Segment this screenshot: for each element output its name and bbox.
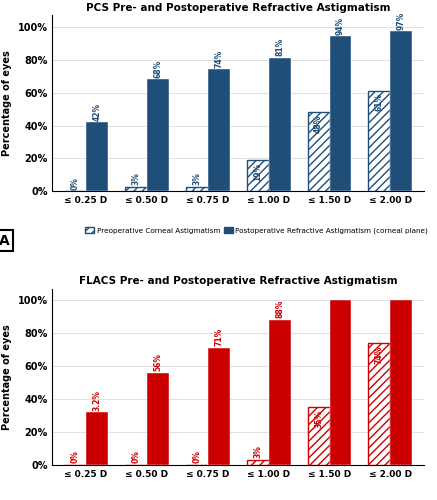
Text: 35%: 35%	[314, 410, 323, 428]
Bar	[86, 412, 108, 465]
Bar	[86, 122, 108, 192]
Text: 100%: 100%	[336, 302, 345, 326]
Bar	[390, 300, 413, 465]
Text: 0%: 0%	[192, 450, 201, 464]
Title: FLACS Pre- and Postoperative Refractive Astigmatism: FLACS Pre- and Postoperative Refractive …	[79, 276, 398, 286]
Bar	[208, 70, 229, 192]
Text: 74%: 74%	[214, 50, 223, 68]
Text: 0%: 0%	[70, 177, 80, 190]
Y-axis label: Percentage of eyes: Percentage of eyes	[2, 324, 12, 430]
Bar	[269, 58, 291, 192]
Text: 97%: 97%	[397, 12, 406, 30]
Bar	[147, 80, 169, 192]
Bar	[329, 300, 351, 465]
Text: 3%: 3%	[192, 172, 201, 185]
Y-axis label: Percentage of eyes: Percentage of eyes	[2, 50, 12, 156]
Text: 3.2%: 3.2%	[92, 390, 101, 410]
Text: 74%: 74%	[375, 346, 384, 364]
Text: 48%: 48%	[314, 115, 323, 133]
Text: 3%: 3%	[253, 446, 262, 458]
Text: 19%: 19%	[253, 162, 262, 180]
Text: 0%: 0%	[70, 450, 80, 464]
Text: 88%: 88%	[275, 300, 284, 318]
Text: 42%: 42%	[92, 102, 101, 120]
Bar	[329, 36, 351, 192]
Text: 100%: 100%	[397, 302, 406, 326]
Bar	[247, 160, 269, 192]
Legend: Preoperative Corneal Astigmatism, Postoperative Refractive Astigmatism (corneal : Preoperative Corneal Astigmatism, Postop…	[82, 224, 431, 237]
Text: 0%: 0%	[132, 450, 140, 464]
Bar	[308, 408, 329, 465]
Bar	[308, 112, 329, 192]
Bar	[186, 186, 208, 192]
Text: 94%: 94%	[336, 16, 345, 35]
Bar	[269, 320, 291, 465]
Text: 81%: 81%	[275, 38, 284, 56]
Bar	[368, 343, 390, 465]
Text: 68%: 68%	[153, 60, 162, 78]
Legend: Preoperative Corneal Astigmatism, Postoperative Refractive Astigmatism (corneal : Preoperative Corneal Astigmatism, Postop…	[82, 498, 431, 500]
Bar	[247, 460, 269, 465]
Text: 61%: 61%	[375, 94, 384, 112]
Text: 71%: 71%	[214, 328, 223, 346]
Text: 3%: 3%	[132, 172, 140, 185]
Bar	[125, 186, 147, 192]
Bar	[147, 372, 169, 465]
Text: A: A	[0, 234, 10, 248]
Text: 56%: 56%	[153, 353, 162, 371]
Bar	[390, 32, 413, 192]
Bar	[368, 91, 390, 192]
Bar	[208, 348, 229, 465]
Title: PCS Pre- and Postoperative Refractive Astigmatism: PCS Pre- and Postoperative Refractive As…	[86, 3, 390, 13]
